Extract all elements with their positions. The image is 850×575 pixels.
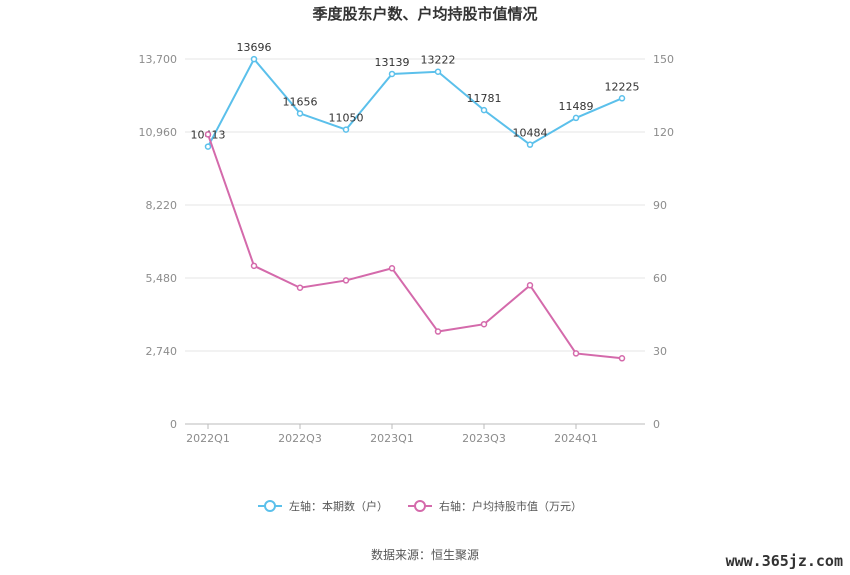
series-line-right — [207, 134, 623, 360]
data-label: 11656 — [283, 95, 318, 108]
left-tick-label: 5,480 — [146, 272, 178, 285]
x-tick-label: 2022Q1 — [186, 432, 230, 445]
data-point-left — [204, 143, 212, 150]
legend-left-marker — [264, 500, 276, 512]
data-point-left — [618, 95, 626, 102]
right-tick-label: 150 — [653, 53, 674, 66]
left-axis: 0 2,740 5,480 8,220 10,960 13,700 — [139, 53, 178, 431]
data-point-right — [250, 262, 258, 270]
data-label: 11781 — [467, 92, 502, 105]
left-tick-label: 2,740 — [146, 345, 178, 358]
data-point-left — [434, 68, 442, 75]
data-label: 10484 — [513, 127, 548, 140]
data-point-right — [526, 282, 534, 289]
data-point-right — [204, 131, 212, 138]
data-label: 13222 — [421, 54, 456, 67]
data-source: 数据来源：恒生聚源 — [371, 547, 479, 562]
watermark: www.365jz.com — [726, 552, 843, 570]
data-point-left — [526, 141, 534, 148]
data-point-right — [296, 284, 304, 291]
x-tick-label: 2022Q3 — [278, 432, 322, 445]
legend-right-marker — [414, 500, 426, 512]
series-line-left — [207, 57, 623, 148]
left-tick-label: 8,220 — [146, 199, 178, 212]
series-layer: 1041313696116561105013139132221178110484… — [191, 41, 640, 362]
data-point-right — [342, 277, 350, 284]
data-point-right — [434, 328, 442, 335]
legend[interactable]: 左轴：本期数（户） 右轴：户均持股市值（万元） — [258, 499, 582, 513]
left-tick-label: 13,700 — [139, 53, 178, 66]
right-tick-label: 120 — [653, 126, 674, 139]
data-point-left — [342, 126, 350, 133]
data-point-right — [618, 355, 626, 362]
right-tick-label: 60 — [653, 272, 667, 285]
data-label: 13139 — [375, 56, 410, 69]
data-point-left — [250, 55, 258, 63]
x-axis: 2022Q1 2022Q3 2023Q1 2023Q3 2024Q1 — [186, 424, 598, 445]
x-tick-label: 2023Q1 — [370, 432, 414, 445]
data-label: 12225 — [605, 80, 640, 93]
right-tick-label: 90 — [653, 199, 667, 212]
data-point-left — [480, 106, 488, 114]
legend-item-right-series[interactable]: 右轴：户均持股市值（万元） — [408, 499, 582, 513]
grid-lines — [185, 58, 645, 425]
data-point-right — [572, 350, 580, 357]
x-tick-label: 2024Q1 — [554, 432, 598, 445]
left-tick-label: 10,960 — [139, 126, 178, 139]
data-label: 11050 — [329, 112, 364, 125]
left-tick-label: 0 — [170, 418, 177, 431]
data-label: 11489 — [559, 100, 594, 113]
right-axis: 0 30 60 90 120 150 — [653, 53, 674, 431]
data-point-right — [480, 320, 488, 328]
right-tick-label: 30 — [653, 345, 667, 358]
x-tick-label: 2023Q3 — [462, 432, 506, 445]
legend-item-left-series[interactable]: 左轴：本期数（户） — [258, 499, 388, 513]
legend-left-label: 左轴：本期数（户） — [289, 499, 388, 513]
data-point-left — [572, 114, 580, 122]
right-tick-label: 0 — [653, 418, 660, 431]
data-point-right — [388, 265, 396, 272]
data-point-left — [388, 70, 396, 78]
legend-right-label: 右轴：户均持股市值（万元） — [439, 499, 582, 513]
chart-title: 季度股东户数、户均持股市值情况 — [312, 5, 537, 23]
data-label: 13696 — [237, 41, 272, 54]
data-point-left — [296, 110, 304, 117]
